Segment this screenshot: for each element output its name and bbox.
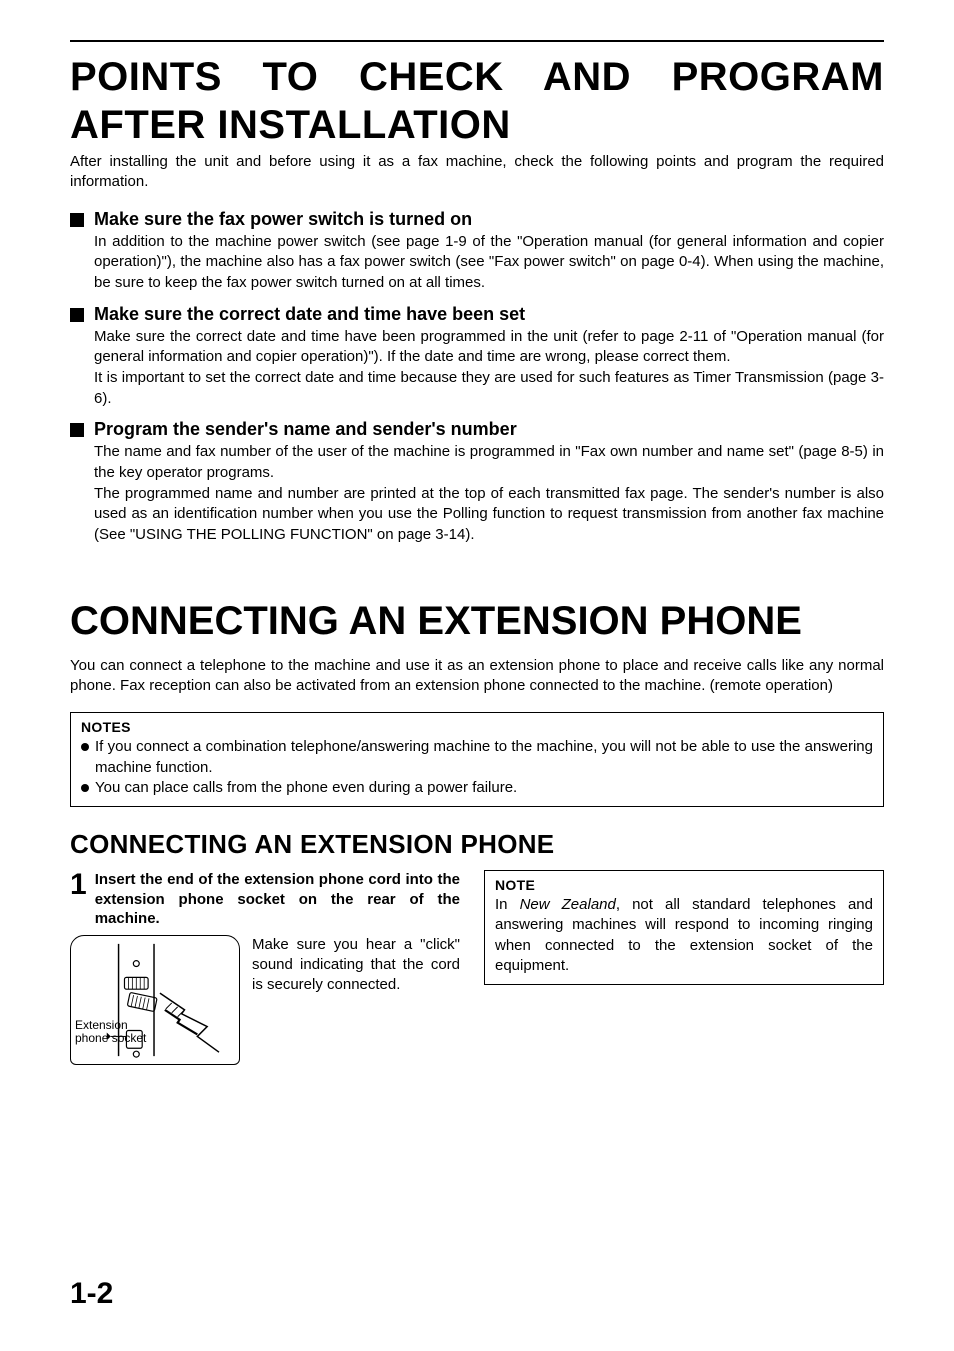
bullet-item: Make sure the correct date and time have… — [70, 304, 884, 325]
step-sub-row: Extension phone socket Make sure you hea… — [70, 935, 460, 1065]
notes-box: NOTES If you connect a combination telep… — [70, 712, 884, 807]
step-row: 1 Insert the end of the extension phone … — [70, 870, 460, 929]
bullet-heading: Make sure the correct date and time have… — [94, 304, 525, 325]
intro-paragraph-2: You can connect a telephone to the machi… — [70, 656, 884, 697]
square-bullet-icon — [70, 423, 84, 437]
notes-title: NOTES — [81, 719, 873, 735]
note2-emphasis: New Zealand — [520, 896, 616, 913]
note-text: You can place calls from the phone even … — [95, 778, 873, 798]
two-column-layout: 1 Insert the end of the extension phone … — [70, 870, 884, 1065]
note-text: If you connect a combination telephone/a… — [95, 737, 873, 778]
note-title-2: NOTE — [495, 877, 873, 893]
subheading: CONNECTING AN EXTENSION PHONE — [70, 829, 884, 860]
heading-1-line-2: AFTER INSTALLATION — [70, 104, 884, 146]
note-line: You can place calls from the phone even … — [81, 778, 873, 798]
note-box-2: NOTE In New Zealand, not all standard te… — [484, 870, 884, 985]
manual-page: POINTS TO CHECK AND PROGRAM AFTER INSTAL… — [0, 0, 954, 1351]
bullet-heading: Program the sender's name and sender's n… — [94, 419, 517, 440]
heading-2: CONNECTING AN EXTENSION PHONE — [70, 600, 884, 642]
extension-phone-diagram: Extension phone socket — [70, 935, 240, 1065]
square-bullet-icon — [70, 308, 84, 322]
bullet-body: Make sure the correct date and time have… — [94, 327, 884, 410]
step-body: Make sure you hear a "click" sound indic… — [252, 935, 460, 1065]
right-column: NOTE In New Zealand, not all standard te… — [484, 870, 884, 985]
bullet-dot-icon — [81, 784, 89, 792]
square-bullet-icon — [70, 213, 84, 227]
diagram-label: Extension phone socket — [75, 1019, 146, 1045]
bullet-body: The name and fax number of the user of t… — [94, 442, 884, 545]
note2-prefix: In — [495, 896, 520, 913]
step-number: 1 — [70, 870, 87, 900]
bullet-body: In addition to the machine power switch … — [94, 232, 884, 294]
bullet-dot-icon — [81, 743, 89, 751]
intro-paragraph: After installing the unit and before usi… — [70, 152, 884, 193]
bullet-heading: Make sure the fax power switch is turned… — [94, 209, 472, 230]
note-body-2: In New Zealand, not all standard telepho… — [495, 895, 873, 976]
left-column: 1 Insert the end of the extension phone … — [70, 870, 460, 1065]
heading-1-line-1: POINTS TO CHECK AND PROGRAM — [70, 56, 884, 98]
top-rule — [70, 40, 884, 42]
bullet-item: Program the sender's name and sender's n… — [70, 419, 884, 440]
page-number: 1-2 — [70, 1277, 113, 1311]
bullet-item: Make sure the fax power switch is turned… — [70, 209, 884, 230]
note-line: If you connect a combination telephone/a… — [81, 737, 873, 778]
step-title: Insert the end of the extension phone co… — [95, 870, 460, 929]
